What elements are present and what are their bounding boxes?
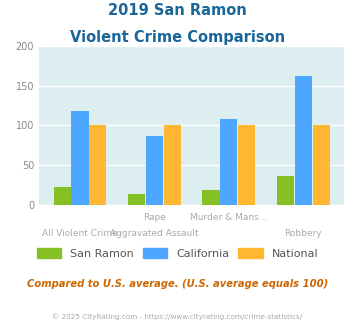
Text: Compared to U.S. average. (U.S. average equals 100): Compared to U.S. average. (U.S. average … — [27, 279, 328, 289]
Legend: San Ramon, California, National: San Ramon, California, National — [32, 243, 323, 263]
Bar — [202, 189, 220, 205]
Text: All Violent Crime: All Violent Crime — [42, 229, 118, 238]
Bar — [313, 125, 330, 205]
Bar — [54, 187, 71, 205]
Text: Aggravated Assault: Aggravated Assault — [110, 229, 199, 238]
Bar — [277, 176, 294, 205]
Text: Murder & Mans...: Murder & Mans... — [190, 213, 268, 222]
Bar — [295, 76, 312, 205]
Text: Robbery: Robbery — [285, 229, 322, 238]
Text: 2019 San Ramon: 2019 San Ramon — [108, 3, 247, 18]
Bar — [164, 125, 181, 205]
Text: Violent Crime Comparison: Violent Crime Comparison — [70, 30, 285, 45]
Bar — [238, 125, 255, 205]
Text: Rape: Rape — [143, 213, 166, 222]
Text: © 2025 CityRating.com - https://www.cityrating.com/crime-statistics/: © 2025 CityRating.com - https://www.city… — [53, 314, 302, 320]
Bar — [89, 125, 106, 205]
Bar — [128, 194, 145, 205]
Bar — [71, 111, 88, 205]
Bar — [220, 119, 237, 205]
Bar — [146, 136, 163, 205]
